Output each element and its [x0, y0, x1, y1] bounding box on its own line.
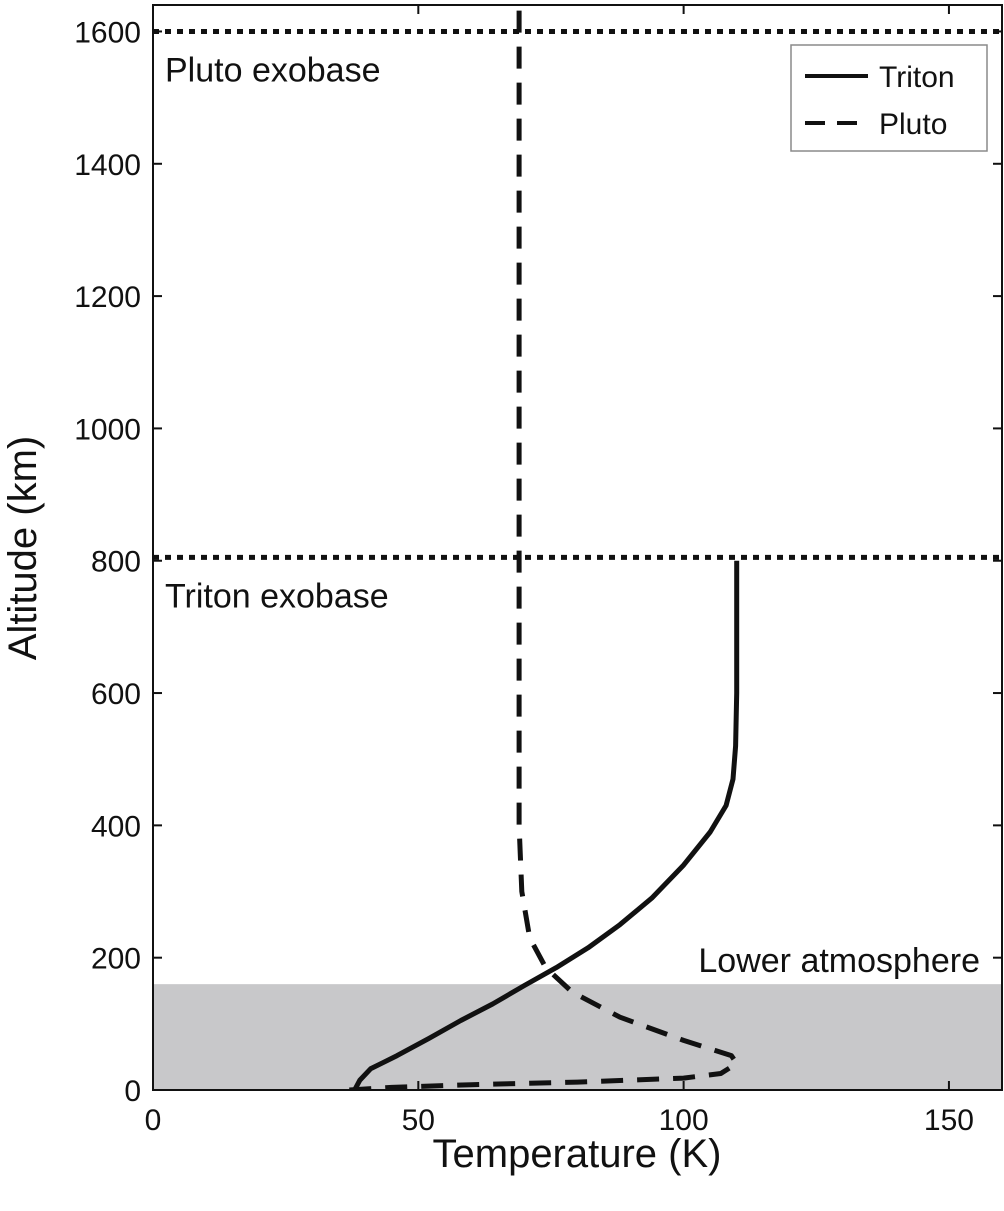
- x-tick-label: 150: [924, 1104, 974, 1137]
- y-tick-label: 400: [91, 810, 141, 843]
- series-line-triton: [352, 560, 740, 1090]
- legend: Triton Pluto: [790, 44, 988, 152]
- x-tick-label: 50: [402, 1104, 435, 1137]
- series-line-pluto: [349, 5, 740, 1090]
- legend-label-triton: Triton: [879, 61, 955, 94]
- lower-atmosphere-region: [153, 984, 1002, 1090]
- legend-label-pluto: Pluto: [879, 108, 947, 141]
- lower-atmosphere-label: Lower atmosphere: [698, 942, 980, 980]
- y-tick-label: 800: [91, 546, 141, 579]
- y-tick-label: 1400: [74, 149, 141, 182]
- pluto-exobase-label: Pluto exobase: [165, 51, 381, 89]
- y-tick-label: 1200: [74, 281, 141, 314]
- y-tick-label: 0: [124, 1075, 141, 1108]
- legend-box: [790, 44, 988, 152]
- y-tick-label: 600: [91, 678, 141, 711]
- y-tick-label: 1600: [74, 16, 141, 49]
- y-tick-label: 200: [91, 943, 141, 976]
- plot-frame: [152, 4, 1003, 1091]
- y-axis-title: Altitude (km): [1, 436, 45, 661]
- x-tick-label: 0: [145, 1104, 162, 1137]
- x-tick-label: 100: [659, 1104, 709, 1137]
- triton-exobase-label: Triton exobase: [165, 577, 389, 615]
- x-axis-title: Temperature (K): [433, 1132, 722, 1176]
- y-tick-label: 1000: [74, 413, 141, 446]
